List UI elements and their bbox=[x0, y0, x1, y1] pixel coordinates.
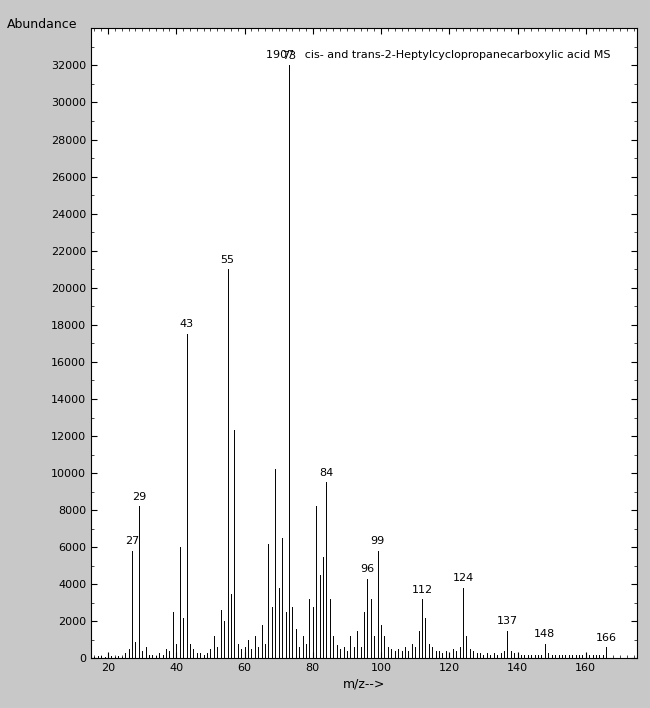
Text: 96: 96 bbox=[360, 564, 374, 574]
Text: 99: 99 bbox=[370, 537, 385, 547]
Text: Abundance: Abundance bbox=[6, 18, 77, 30]
Text: 112: 112 bbox=[411, 585, 433, 595]
Text: 166: 166 bbox=[596, 633, 617, 643]
Text: 148: 148 bbox=[534, 629, 556, 639]
X-axis label: m/z-->: m/z--> bbox=[343, 678, 385, 690]
Text: 1907   cis- and trans-2-Heptylcyclopropanecarboxylic acid MS: 1907 cis- and trans-2-Heptylcyclopropane… bbox=[266, 50, 610, 60]
Text: 73: 73 bbox=[282, 51, 296, 61]
Text: 124: 124 bbox=[452, 573, 474, 583]
Text: 27: 27 bbox=[125, 537, 139, 547]
Text: 29: 29 bbox=[132, 492, 146, 502]
Text: 43: 43 bbox=[179, 319, 194, 329]
Text: 137: 137 bbox=[497, 616, 518, 626]
Text: 55: 55 bbox=[220, 255, 235, 265]
Text: 84: 84 bbox=[319, 468, 333, 478]
